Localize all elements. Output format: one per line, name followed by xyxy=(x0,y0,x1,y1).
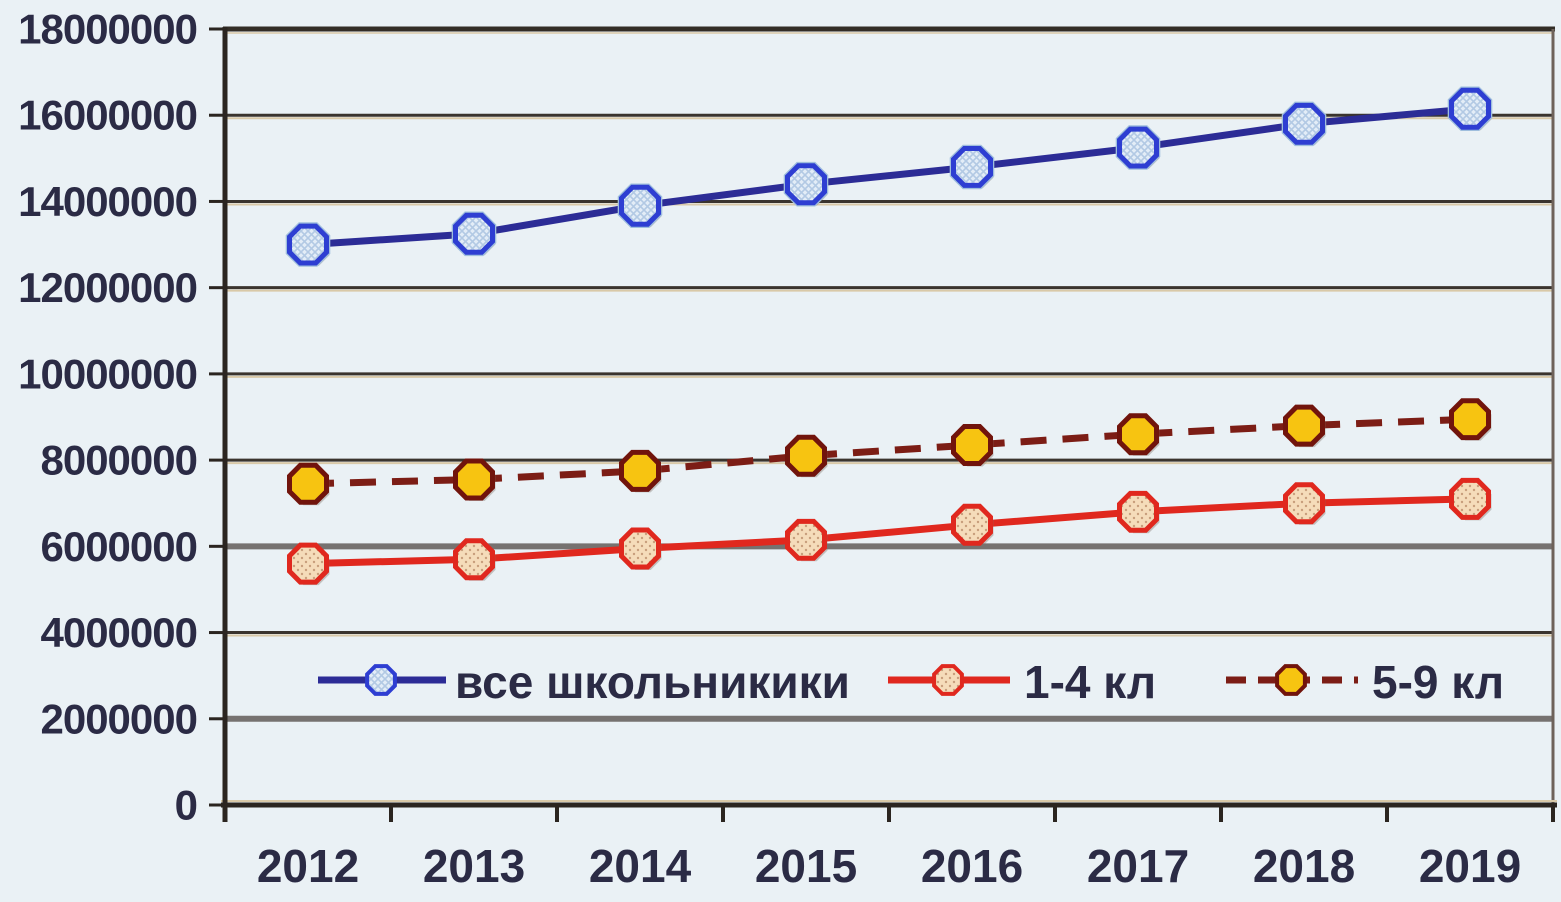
x-axis-label: 2016 xyxy=(921,840,1023,892)
data-point-marker xyxy=(619,449,661,492)
x-axis-label: 2018 xyxy=(1253,840,1355,892)
y-axis-label: 10000000 xyxy=(18,350,197,397)
y-axis-label: 4000000 xyxy=(40,609,197,656)
series-line-3 xyxy=(307,415,1471,488)
y-axis-label: 0 xyxy=(175,782,197,829)
data-point-marker xyxy=(1117,413,1159,456)
legend: все школьникики 1-4 кл 5-9 кл xyxy=(318,656,1504,708)
y-axis-label: 6000000 xyxy=(40,523,197,570)
data-point-marker xyxy=(1449,87,1491,130)
legend-item-2: 1-4 кл xyxy=(888,656,1156,708)
series-line-1 xyxy=(307,105,1471,249)
data-point-marker xyxy=(453,212,495,255)
y-axis-label: 8000000 xyxy=(40,437,197,484)
data-point-marker xyxy=(287,223,329,266)
legend-label: все школьникики xyxy=(455,656,850,708)
data-point-marker xyxy=(453,458,495,501)
data-point-marker xyxy=(619,184,661,227)
data-point-marker xyxy=(1449,477,1491,520)
legend-marker xyxy=(932,664,964,696)
data-point-marker xyxy=(1117,126,1159,169)
data-point-marker xyxy=(785,518,827,561)
axes xyxy=(209,27,1557,822)
data-point-marker xyxy=(1283,404,1325,447)
legend-label: 5-9 кл xyxy=(1372,656,1504,708)
legend-label: 1-4 кл xyxy=(1024,656,1156,708)
data-point-marker xyxy=(287,462,329,505)
gridlines xyxy=(223,26,1555,805)
legend-item-3: 5-9 кл xyxy=(1226,656,1504,708)
data-point-marker xyxy=(287,542,329,585)
legend-marker xyxy=(1275,664,1307,696)
data-point-marker xyxy=(1117,490,1159,533)
x-axis-label: 2017 xyxy=(1087,840,1189,892)
y-axis-label: 12000000 xyxy=(18,264,197,311)
legend-marker xyxy=(365,664,397,696)
data-point-marker xyxy=(951,503,993,546)
x-axis-label: 2019 xyxy=(1419,840,1521,892)
axis-labels: 0 2000000 4000000 6000000 8000000 10000000 120… xyxy=(18,6,1521,893)
x-axis-label: 2013 xyxy=(423,840,525,892)
data-point-marker xyxy=(1283,482,1325,525)
data-point-marker xyxy=(785,434,827,477)
y-axis-label: 2000000 xyxy=(40,695,197,742)
y-axis-label: 18000000 xyxy=(18,6,197,53)
data-point-marker xyxy=(785,163,827,206)
data-point-marker xyxy=(453,538,495,581)
data-point-marker xyxy=(951,146,993,188)
data-point-marker xyxy=(619,527,661,570)
legend-item-1: все школьникики xyxy=(318,656,850,708)
x-axis-label: 2014 xyxy=(589,840,692,892)
data-point-marker xyxy=(951,424,993,466)
x-axis-label: 2012 xyxy=(257,840,359,892)
x-axis-label: 2015 xyxy=(755,840,857,892)
y-axis-label: 14000000 xyxy=(18,178,197,225)
y-axis-label: 16000000 xyxy=(18,92,197,139)
series-line-2 xyxy=(307,495,1471,568)
data-point-marker xyxy=(1449,398,1491,441)
data-series xyxy=(285,86,1493,586)
data-point-marker xyxy=(1283,102,1325,145)
